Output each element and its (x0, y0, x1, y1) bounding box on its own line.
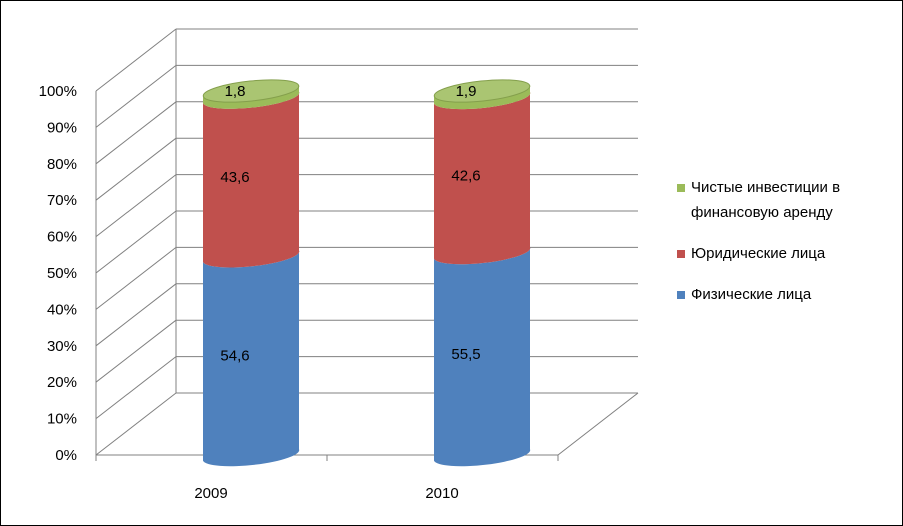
y-tick-label: 90% (47, 119, 77, 136)
bar-segment (203, 250, 300, 467)
gridline-side (95, 319, 177, 383)
data-label: 54,6 (220, 348, 249, 365)
x-tick-label: 2010 (425, 485, 458, 502)
y-tick-label: 0% (55, 447, 77, 464)
gridline-side (95, 392, 177, 456)
legend-label: Физические лица (691, 286, 812, 303)
legend-item: Чистые инвестиции в финансовую аренду (677, 175, 892, 225)
bar-segment (203, 91, 300, 268)
data-label: 55,5 (451, 346, 480, 363)
bar-segment (434, 92, 531, 265)
legend-swatch (677, 184, 685, 192)
gridline-side (95, 137, 177, 201)
x-tick-label: 2009 (194, 485, 227, 502)
floor-edge-right (557, 392, 639, 456)
legend-item: Юридические лица (677, 241, 892, 266)
gridline-side (95, 247, 177, 310)
bar-segment (434, 85, 531, 110)
data-label: 42,6 (451, 167, 480, 184)
chart-legend: Чистые инвестиции в финансовую аренду Юри… (677, 175, 892, 323)
y-tick-label: 50% (47, 265, 77, 282)
gridline-side (95, 174, 177, 237)
legend-item: Физические лица (677, 282, 892, 307)
data-label: 43,6 (220, 169, 249, 186)
bar-segment (434, 247, 531, 467)
legend-label: Юридические лица (691, 245, 826, 262)
y-tick-label: 20% (47, 374, 77, 391)
y-tick-label: 30% (47, 338, 77, 355)
gridline-side (95, 283, 177, 347)
bar-top-cap (202, 79, 300, 103)
gridline-side (95, 28, 177, 92)
gridline-side (95, 356, 177, 419)
gridline-side (95, 210, 177, 274)
legend-swatch (677, 291, 685, 299)
gridline-side (95, 65, 177, 128)
data-label: 1,8 (225, 83, 246, 100)
legend-swatch (677, 250, 685, 258)
y-tick-label: 80% (47, 156, 77, 173)
gridline-side (95, 101, 177, 165)
bar-top-cap (433, 79, 531, 103)
bar-segment (203, 85, 300, 109)
y-tick-label: 40% (47, 301, 77, 318)
legend-label: Чистые инвестиции в финансовую аренду (691, 179, 841, 221)
y-tick-label: 70% (47, 192, 77, 209)
data-label: 1,9 (456, 83, 477, 100)
y-tick-label: 100% (39, 83, 77, 100)
y-tick-label: 60% (47, 229, 77, 246)
y-tick-label: 10% (47, 411, 77, 428)
